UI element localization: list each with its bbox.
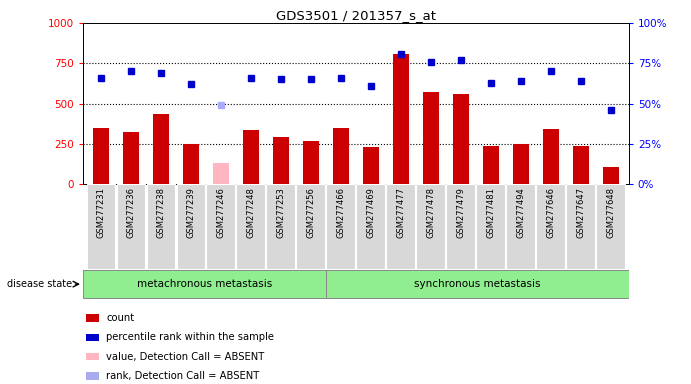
Bar xyxy=(207,184,236,269)
Text: GSM277256: GSM277256 xyxy=(306,187,315,238)
Text: GSM277646: GSM277646 xyxy=(547,187,556,238)
Text: value, Detection Call = ABSENT: value, Detection Call = ABSENT xyxy=(106,352,264,362)
Text: GSM277239: GSM277239 xyxy=(187,187,196,238)
Bar xyxy=(182,144,199,184)
Bar xyxy=(86,184,115,269)
Text: GSM277494: GSM277494 xyxy=(516,187,525,238)
Bar xyxy=(153,114,169,184)
Text: metachronous metastasis: metachronous metastasis xyxy=(137,279,272,289)
Bar xyxy=(446,184,475,269)
Text: GSM277478: GSM277478 xyxy=(426,187,435,238)
Bar xyxy=(86,372,100,379)
Text: GSM277231: GSM277231 xyxy=(97,187,106,238)
Bar xyxy=(363,147,379,184)
Bar xyxy=(236,184,265,269)
Bar xyxy=(267,184,295,269)
Bar xyxy=(303,141,319,184)
Text: GSM277647: GSM277647 xyxy=(576,187,585,238)
Bar xyxy=(273,137,289,184)
Text: GSM277246: GSM277246 xyxy=(216,187,225,238)
Text: GSM277248: GSM277248 xyxy=(247,187,256,238)
Text: percentile rank within the sample: percentile rank within the sample xyxy=(106,332,274,342)
Text: GSM277466: GSM277466 xyxy=(337,187,346,238)
Bar xyxy=(567,184,595,269)
Bar xyxy=(536,184,565,269)
Text: GSM277481: GSM277481 xyxy=(486,187,495,238)
Bar xyxy=(507,184,536,269)
Text: GSM277477: GSM277477 xyxy=(397,187,406,238)
Bar xyxy=(86,314,100,321)
Bar xyxy=(482,146,499,184)
Bar xyxy=(86,353,100,360)
Bar xyxy=(423,93,439,184)
Text: GSM277236: GSM277236 xyxy=(126,187,135,238)
Bar xyxy=(176,184,205,269)
Bar xyxy=(357,184,386,269)
Text: count: count xyxy=(106,313,134,323)
Title: GDS3501 / 201357_s_at: GDS3501 / 201357_s_at xyxy=(276,9,436,22)
Bar xyxy=(326,184,355,269)
Bar xyxy=(453,94,469,184)
Bar xyxy=(146,184,176,269)
Bar xyxy=(476,184,505,269)
Bar xyxy=(83,270,326,298)
Bar xyxy=(332,128,349,184)
Bar xyxy=(392,54,409,184)
Bar xyxy=(603,167,619,184)
Bar xyxy=(86,334,100,341)
Bar xyxy=(596,184,625,269)
Bar xyxy=(123,132,139,184)
Bar xyxy=(513,144,529,184)
Text: GSM277238: GSM277238 xyxy=(156,187,165,238)
Bar xyxy=(93,128,109,184)
Text: GSM277479: GSM277479 xyxy=(456,187,465,238)
Bar xyxy=(117,184,145,269)
Bar xyxy=(386,184,415,269)
Text: GSM277469: GSM277469 xyxy=(366,187,375,238)
Text: GSM277253: GSM277253 xyxy=(276,187,285,238)
Bar xyxy=(243,130,259,184)
Bar xyxy=(573,146,589,184)
Bar xyxy=(326,270,629,298)
Text: disease state: disease state xyxy=(7,279,72,289)
Text: synchronous metastasis: synchronous metastasis xyxy=(414,279,540,289)
Text: GSM277648: GSM277648 xyxy=(606,187,615,238)
Bar xyxy=(417,184,445,269)
Bar xyxy=(213,163,229,184)
Bar xyxy=(296,184,325,269)
Bar xyxy=(542,129,559,184)
Text: rank, Detection Call = ABSENT: rank, Detection Call = ABSENT xyxy=(106,371,259,381)
